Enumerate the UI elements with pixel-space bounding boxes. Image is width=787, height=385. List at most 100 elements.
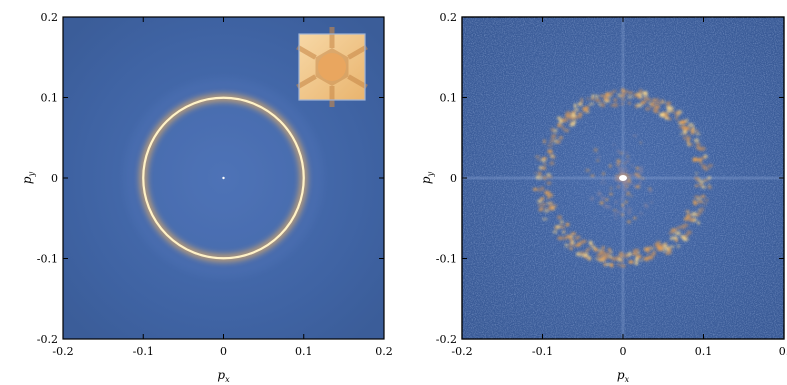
center-speckle bbox=[648, 189, 653, 193]
speckle bbox=[669, 247, 672, 252]
left-ring bbox=[123, 77, 324, 279]
speckle bbox=[609, 263, 614, 268]
center-speckle bbox=[597, 191, 602, 196]
y-tick-label: 0.1 bbox=[440, 92, 458, 105]
center-speckle bbox=[622, 208, 627, 211]
inset-spoke bbox=[347, 44, 368, 60]
center-speckle bbox=[619, 171, 622, 174]
center-speckle bbox=[612, 209, 617, 212]
speckle bbox=[599, 94, 606, 98]
speckle bbox=[555, 140, 561, 144]
speckle bbox=[695, 184, 699, 187]
speckle bbox=[600, 102, 606, 108]
speckle bbox=[574, 107, 580, 112]
speckle bbox=[666, 106, 672, 110]
speckle bbox=[697, 210, 703, 215]
speckle bbox=[699, 179, 705, 184]
speckle bbox=[621, 92, 626, 97]
center-speckle bbox=[604, 181, 607, 186]
speckle bbox=[556, 117, 561, 120]
speckle bbox=[675, 115, 678, 120]
speckle bbox=[595, 254, 601, 257]
x-tick-label: -0.1 bbox=[532, 345, 553, 358]
speckle bbox=[689, 217, 695, 222]
speckle bbox=[537, 203, 544, 207]
speckle bbox=[636, 93, 642, 96]
speckle bbox=[707, 185, 712, 189]
speckle bbox=[646, 258, 649, 262]
center-speckle bbox=[626, 191, 631, 194]
x-tick-label: 0. bbox=[779, 345, 787, 358]
center-speckle bbox=[604, 204, 609, 209]
speckle bbox=[606, 253, 610, 256]
center-speckle bbox=[620, 172, 626, 175]
speckle bbox=[644, 99, 647, 102]
speckle bbox=[668, 245, 675, 248]
speckle bbox=[636, 103, 643, 108]
y-tick-label: -0.1 bbox=[37, 253, 58, 266]
center-speckle bbox=[593, 148, 598, 152]
speckle bbox=[664, 117, 669, 120]
center-speckle bbox=[585, 168, 590, 172]
right-x-axis-label: px bbox=[617, 368, 630, 384]
speckle bbox=[682, 238, 689, 242]
speckle bbox=[703, 179, 709, 182]
speckle bbox=[591, 245, 596, 249]
speckle bbox=[535, 155, 540, 158]
speckle bbox=[583, 256, 588, 259]
speckle bbox=[652, 98, 656, 102]
speckle bbox=[656, 240, 661, 245]
speckle bbox=[680, 133, 683, 135]
center-speckle bbox=[625, 193, 630, 196]
speckle bbox=[544, 209, 549, 213]
speckle bbox=[671, 236, 679, 240]
center-speckle bbox=[640, 166, 643, 170]
y-tick-label: -0.2 bbox=[37, 333, 58, 346]
center-speckle bbox=[596, 159, 600, 162]
speckle bbox=[567, 246, 572, 249]
center-speckle bbox=[605, 198, 609, 202]
speckle bbox=[605, 97, 611, 101]
center-speckle bbox=[618, 181, 621, 184]
speckle bbox=[642, 96, 649, 100]
center-speckle bbox=[609, 164, 612, 168]
center-speckle bbox=[623, 162, 626, 165]
speckle bbox=[696, 198, 703, 200]
speckle bbox=[560, 220, 564, 224]
speckle bbox=[668, 231, 673, 235]
speckle bbox=[546, 175, 554, 179]
speckle bbox=[577, 242, 583, 245]
center-speckle bbox=[623, 182, 626, 186]
speckle bbox=[589, 240, 593, 246]
y-tick-label: -0.1 bbox=[436, 253, 457, 266]
speckle bbox=[623, 253, 630, 259]
speckle bbox=[580, 239, 587, 244]
speckle bbox=[635, 256, 639, 262]
speckle bbox=[559, 222, 564, 226]
speckle bbox=[557, 236, 564, 241]
center-speckle bbox=[639, 212, 644, 215]
speckle bbox=[547, 143, 554, 148]
speckle bbox=[667, 117, 672, 121]
speckle bbox=[671, 109, 674, 113]
center-speckle bbox=[630, 194, 633, 197]
center-speckle bbox=[621, 203, 624, 207]
center-speckle bbox=[616, 210, 620, 214]
speckle bbox=[675, 227, 681, 230]
speckle bbox=[683, 136, 686, 140]
center-speckle bbox=[630, 163, 634, 168]
y-tick-label: 0 bbox=[450, 172, 457, 185]
speckle bbox=[532, 187, 538, 191]
x-tick-label: 0 bbox=[220, 345, 227, 358]
y-tick-label: 0.1 bbox=[41, 92, 59, 105]
x-tick-label: 0.1 bbox=[695, 345, 713, 358]
speckle bbox=[697, 220, 700, 225]
speckle bbox=[563, 236, 567, 241]
speckle bbox=[685, 209, 690, 213]
speckle bbox=[659, 112, 666, 118]
speckle bbox=[587, 256, 591, 260]
center-speckle bbox=[619, 151, 624, 155]
speckle bbox=[573, 103, 577, 108]
x-tick-label: -0.2 bbox=[451, 345, 472, 358]
speckle bbox=[701, 156, 706, 159]
